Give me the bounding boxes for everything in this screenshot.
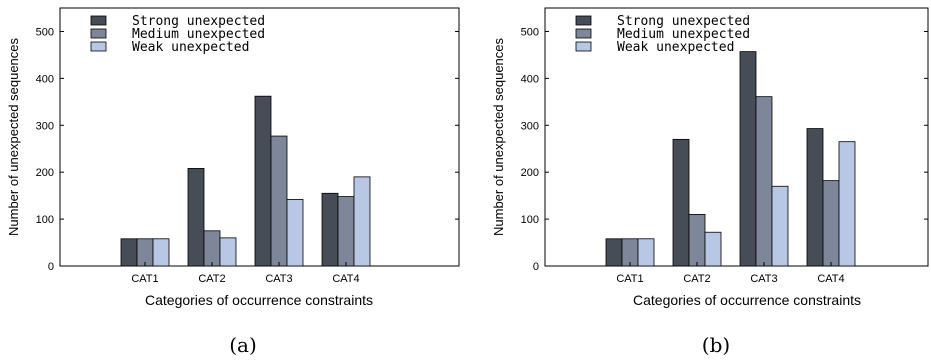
y-axis-label: Number of unexpected sequences [6, 37, 21, 236]
x-tick-label: CAT2 [683, 273, 710, 285]
x-axis-label: Categories of occurrence constraints [145, 292, 373, 308]
y-tick-label: 0 [533, 261, 539, 273]
legend-label: Medium unexpected [132, 27, 265, 42]
bar-strong-unexpected-cat3 [254, 95, 272, 267]
bar-strong-unexpected-cat4 [321, 192, 339, 267]
legend-label: Medium unexpected [617, 27, 750, 42]
x-axis-label: Categories of occurrence constraints [633, 292, 861, 308]
legend-swatch [90, 28, 107, 39]
legend-swatch [575, 15, 592, 26]
plot-frame [544, 7, 929, 267]
y-tick-label: 0 [48, 261, 54, 273]
legend-swatch [90, 15, 107, 26]
bar-medium-unexpected-cat2 [688, 213, 706, 267]
bar-strong-unexpected-cat1 [605, 238, 623, 267]
bar-strong-unexpected-cat2 [672, 138, 690, 267]
y-tick-label: 200 [521, 167, 539, 179]
x-tick-label: CAT4 [332, 273, 359, 285]
bar-medium-unexpected-cat3 [755, 96, 773, 267]
bar-weak-unexpected-cat2 [704, 231, 722, 267]
bar-medium-unexpected-cat4 [822, 180, 840, 267]
y-tick-label: 500 [521, 26, 539, 38]
y-tick-label: 400 [36, 73, 54, 85]
bar-strong-unexpected-cat2 [187, 168, 205, 267]
panel-caption: (b) [702, 333, 730, 357]
legend-label: Weak unexpected [132, 40, 249, 55]
panel-caption: (a) [229, 333, 257, 357]
bar-weak-unexpected-cat4 [838, 141, 856, 267]
bar-weak-unexpected-cat3 [771, 185, 789, 267]
bar-weak-unexpected-cat2 [219, 237, 237, 267]
bar-weak-unexpected-cat1 [637, 238, 655, 267]
x-tick-label: CAT1 [616, 273, 643, 285]
legend-label: Strong unexpected [617, 14, 750, 29]
legend-label: Weak unexpected [617, 40, 734, 55]
bar-strong-unexpected-cat1 [120, 238, 138, 267]
x-tick-label: CAT3 [750, 273, 777, 285]
y-tick-label: 100 [521, 214, 539, 226]
y-axis-label: Number of unexpected sequences [491, 37, 506, 236]
bar-strong-unexpected-cat4 [806, 128, 824, 267]
y-tick-label: 300 [36, 120, 54, 132]
bar-medium-unexpected-cat3 [270, 135, 288, 267]
y-tick-label: 100 [36, 214, 54, 226]
legend-label: Strong unexpected [132, 14, 265, 29]
x-tick-label: CAT1 [131, 273, 158, 285]
bar-weak-unexpected-cat1 [152, 238, 170, 267]
chart-panel-b: 0 100 200 300 400 500 CAT1 CAT2 CAT3 CAT4 Strong u… [491, 7, 929, 357]
bar-strong-unexpected-cat3 [739, 51, 757, 267]
x-tick-label: CAT4 [817, 273, 844, 285]
y-tick-label: 400 [521, 73, 539, 85]
legend-swatch [90, 41, 107, 52]
y-tick-label: 300 [521, 120, 539, 132]
bar-medium-unexpected-cat2 [203, 230, 221, 267]
y-tick-label: 200 [36, 167, 54, 179]
bar-medium-unexpected-cat1 [136, 238, 154, 267]
x-tick-label: CAT3 [265, 273, 292, 285]
bar-medium-unexpected-cat1 [621, 238, 639, 267]
bar-medium-unexpected-cat4 [337, 196, 355, 267]
x-tick-label: CAT2 [198, 273, 225, 285]
bar-weak-unexpected-cat4 [353, 176, 371, 267]
chart-panel-a: 0 100 200 300 400 500 CAT1 CAT2 CAT3 CAT4 Strong u… [6, 7, 460, 357]
legend-swatch [575, 28, 592, 39]
legend-swatch [575, 41, 592, 52]
bar-weak-unexpected-cat3 [286, 198, 304, 267]
y-tick-label: 500 [36, 26, 54, 38]
